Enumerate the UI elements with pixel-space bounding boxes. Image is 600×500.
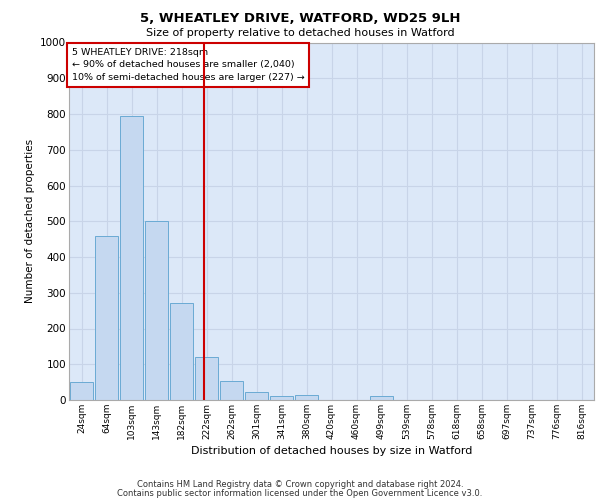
- Bar: [95, 236, 118, 400]
- Text: Size of property relative to detached houses in Watford: Size of property relative to detached ho…: [146, 28, 454, 38]
- Bar: [295, 394, 318, 400]
- X-axis label: Distribution of detached houses by size in Watford: Distribution of detached houses by size …: [191, 446, 472, 456]
- Bar: [170, 304, 193, 400]
- Bar: [370, 396, 393, 400]
- Text: Contains public sector information licensed under the Open Government Licence v3: Contains public sector information licen…: [118, 489, 482, 498]
- Y-axis label: Number of detached properties: Number of detached properties: [25, 139, 35, 304]
- Bar: [70, 382, 93, 400]
- Text: Contains HM Land Registry data © Crown copyright and database right 2024.: Contains HM Land Registry data © Crown c…: [137, 480, 463, 489]
- Bar: [245, 392, 268, 400]
- Bar: [220, 382, 243, 400]
- Text: 5 WHEATLEY DRIVE: 218sqm
← 90% of detached houses are smaller (2,040)
10% of sem: 5 WHEATLEY DRIVE: 218sqm ← 90% of detach…: [71, 48, 304, 82]
- Bar: [195, 357, 218, 400]
- Text: 5, WHEATLEY DRIVE, WATFORD, WD25 9LH: 5, WHEATLEY DRIVE, WATFORD, WD25 9LH: [140, 12, 460, 26]
- Bar: [120, 116, 143, 400]
- Bar: [270, 396, 293, 400]
- Bar: [145, 221, 168, 400]
